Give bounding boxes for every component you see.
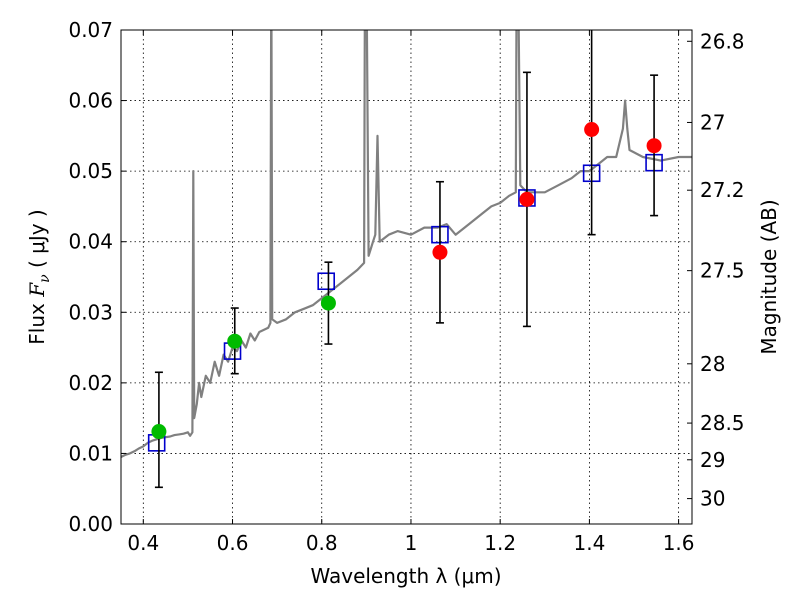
- axis-ticks: 0.4 0.6 0.8 1 1.2 1.4 1.6 0.00 0.01 0.02 0.03 0.04 0…: [68, 18, 744, 555]
- observed-nir-point: [432, 244, 448, 260]
- x-tick-label: 1.6: [663, 531, 695, 555]
- model-square-point: [317, 272, 336, 291]
- right-tick-label: 28: [700, 352, 725, 376]
- observed-optical-point: [227, 333, 243, 349]
- x-tick-label: 1: [405, 531, 418, 555]
- y-axis-label: Flux Fν ( μJy ): [25, 209, 53, 344]
- y-tick-label: 0.07: [68, 18, 113, 42]
- y-tick-label: 0.03: [68, 300, 113, 324]
- x-tick-label: 0.6: [217, 531, 249, 555]
- y-tick-label: 0.01: [68, 441, 113, 465]
- right-tick-label: 26.8: [700, 29, 745, 53]
- x-tick-label: 0.8: [306, 531, 338, 555]
- plot-area: [121, 30, 692, 489]
- observed-nir-point: [519, 191, 535, 207]
- right-tick-label: 27.5: [700, 259, 745, 283]
- right-tick-label: 28.5: [700, 411, 745, 435]
- x-axis-label: Wavelength λ (μm): [310, 564, 501, 588]
- observed-nir-point: [646, 138, 662, 154]
- right-tick-label: 27.2: [700, 178, 745, 202]
- x-tick-label: 0.4: [127, 531, 159, 555]
- y-tick-label: 0.05: [68, 159, 113, 183]
- x-tick-label: 1.2: [484, 531, 516, 555]
- observed-optical-point: [151, 424, 167, 440]
- observed-optical-point: [320, 295, 336, 311]
- x-tick-label: 1.4: [573, 531, 605, 555]
- right-tick-label: 30: [700, 487, 725, 511]
- right-tick-label: 27: [700, 110, 725, 134]
- right-axis-label: Magnitude (AB): [757, 199, 781, 354]
- observed-nir-point: [584, 122, 600, 138]
- y-tick-label: 0.00: [68, 512, 113, 536]
- plot-frame: [120, 29, 693, 525]
- y-tick-label: 0.02: [68, 371, 113, 395]
- y-tick-label: 0.04: [68, 230, 113, 254]
- spectrum-line: [121, 30, 692, 458]
- right-tick-label: 29: [700, 448, 725, 472]
- grid-lines: [121, 30, 692, 524]
- y-tick-label: 0.06: [68, 89, 113, 113]
